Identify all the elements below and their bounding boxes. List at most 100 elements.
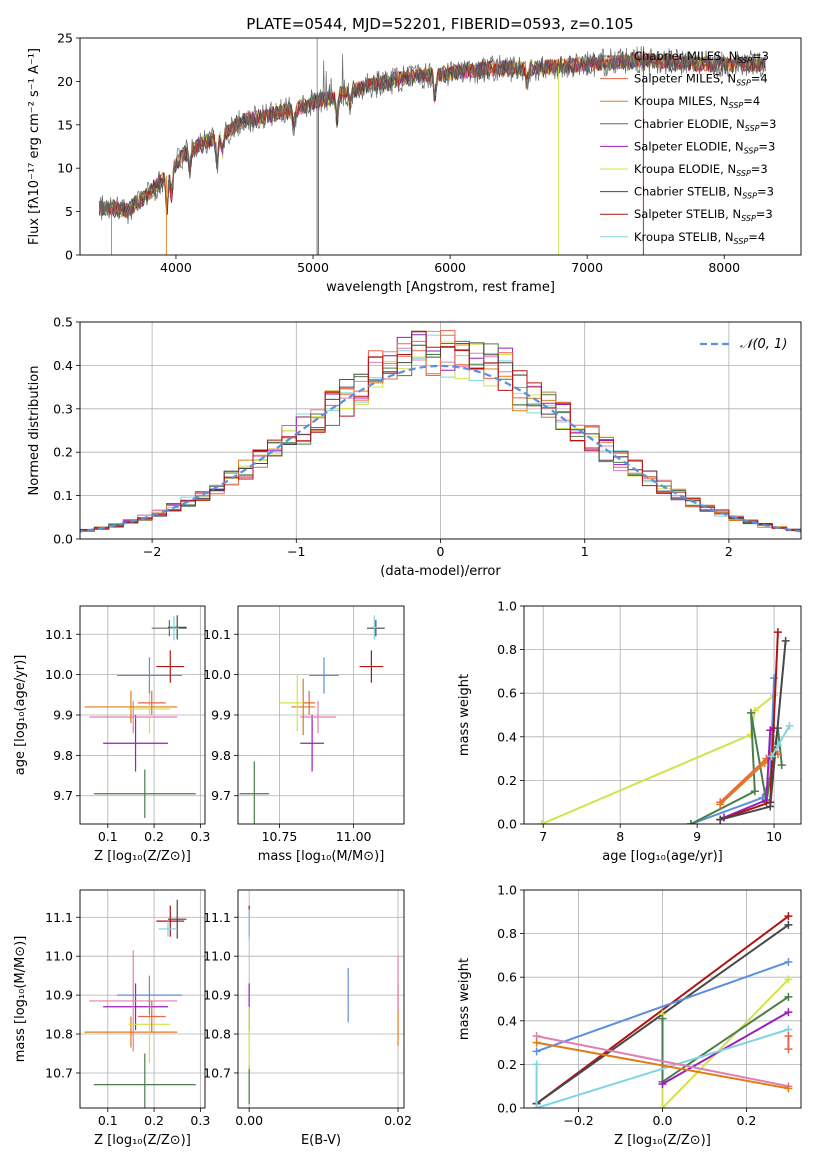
legend-label: Kroupa STELIB, NSSP=4 — [634, 230, 765, 246]
weight-marker — [784, 975, 793, 984]
y-tick-label: 10.0 — [203, 667, 231, 682]
weight-series-c8 — [535, 1028, 789, 1108]
y-tick-label: 0.4 — [497, 1013, 517, 1028]
weight-series-c2 — [536, 1041, 789, 1090]
x-tick-label: 0.3 — [190, 1113, 210, 1128]
weight-marker — [773, 628, 782, 637]
x-tick-label: 10 — [766, 829, 782, 844]
y-tick-label: 0.0 — [497, 1101, 517, 1116]
mass_vs_Z-points — [84, 899, 196, 1108]
y-tick-label: 11.1 — [203, 910, 231, 925]
weight_vs_age-panel: 7 8 9 10 0.0 0.2 0.4 0.6 0.8 1.0 age [log₁₀(age/yr… — [457, 599, 802, 864]
y-tick-label: 0.6 — [497, 970, 517, 985]
x-tick-label: 4000 — [160, 260, 192, 275]
x-tick-label: 0.3 — [190, 829, 210, 844]
weight-marker — [766, 802, 775, 811]
weight-marker — [746, 708, 755, 717]
x-tick-label: 0.0 — [653, 1113, 673, 1128]
y-tick-label: 10 — [57, 161, 73, 176]
y-tick-label: 15 — [57, 117, 73, 132]
y-tick-label: 25 — [57, 31, 73, 46]
weight-marker — [784, 912, 793, 921]
weight-marker — [750, 787, 759, 796]
legend-label: Chabrier ELODIE, NSSP=3 — [634, 117, 776, 133]
y-tick-label: 10.0 — [45, 667, 73, 682]
x-tick-label: 9 — [693, 829, 701, 844]
y-tick-label: 0.4 — [53, 358, 73, 373]
x-axis-label: Z [log₁₀(Z/Z⊙)] — [94, 849, 191, 864]
y-axis-label: age [log₁₀(age/yr)] — [13, 655, 28, 776]
weight-marker — [532, 1060, 541, 1069]
x-tick-label: 5000 — [297, 260, 329, 275]
y-tick-label: 10.7 — [45, 1065, 73, 1080]
legend-label: Kroupa MILES, NSSP=4 — [634, 94, 760, 110]
y-axis-label: mass [log₁₀(M/M⊙)] — [13, 936, 28, 1063]
axes-frame — [79, 605, 206, 825]
weight-marker — [686, 820, 695, 824]
x-tick-label: 6000 — [434, 260, 466, 275]
spectrum-lines — [98, 38, 766, 255]
x-axis-label: wavelength [Angstrom, rest frame] — [326, 280, 555, 295]
x-tick-label: 7000 — [571, 260, 603, 275]
x-tick-label: 8 — [616, 829, 624, 844]
weight-marker — [532, 1047, 541, 1056]
plot-area: 4000 5000 6000 7000 80000510152025wavelength… — [13, 31, 802, 1148]
y-tick-label: 10.7 — [203, 1065, 231, 1080]
weight-series-c7 — [719, 632, 779, 821]
y-tick-label: 0.8 — [497, 642, 517, 657]
weight-series-c5 — [661, 978, 790, 1108]
residuals-legend: 𝒩(0, 1) — [700, 337, 787, 352]
y-tick-label: 9.8 — [211, 748, 231, 763]
weight-marker — [773, 741, 782, 750]
axes-frame — [79, 321, 802, 540]
weight-marker — [532, 1038, 541, 1047]
x-axis-label: age [log₁₀(age/yr)] — [602, 849, 723, 864]
y-tick-label: 9.9 — [53, 708, 73, 723]
axes-frame — [237, 605, 405, 825]
x-tick-label: 7 — [539, 829, 547, 844]
y-tick-label: 10.9 — [203, 988, 231, 1003]
weight-marker — [532, 1104, 541, 1108]
y-tick-label: 0.0 — [497, 817, 517, 832]
weight-series-c3 — [690, 712, 783, 824]
y-tick-label: 9.7 — [211, 788, 231, 803]
weight-marker — [716, 800, 725, 809]
axes-frame — [523, 605, 802, 825]
residuals-panel: −2 −1 0 1 2 0.0 0.1 0.2 0.3 0.4 0.5 (data-model)/er… — [27, 315, 802, 579]
y-tick-label: 11.0 — [203, 949, 231, 964]
age_vs_Z-points — [84, 615, 196, 818]
x-tick-label: 0.2 — [144, 829, 164, 844]
y-tick-label: 10.9 — [45, 988, 73, 1003]
x-tick-label: 11.00 — [336, 829, 372, 844]
weight-marker — [784, 920, 793, 929]
histogram-steps — [80, 330, 801, 534]
weight-marker — [784, 957, 793, 966]
x-tick-label: 0.1 — [98, 1113, 118, 1128]
weight_vs_Z-panel: −0.2 0.0 0.2 0.0 0.2 0.4 0.6 0.8 1.0 Z [log₁₀(Z/Z… — [457, 883, 802, 1148]
figure-title: PLATE=0544, MJD=52201, FIBERID=0593, z=0… — [246, 15, 633, 33]
x-tick-label: 0.00 — [235, 1113, 263, 1128]
legend-label: Salpeter STELIB, NSSP=3 — [634, 207, 773, 223]
y-tick-label: 0.4 — [497, 729, 517, 744]
y-tick-label: 10.8 — [45, 1027, 73, 1042]
weight_vs_age-lines — [537, 628, 794, 824]
weight-series-c5 — [541, 694, 775, 824]
y-tick-label: 0.2 — [497, 1057, 517, 1072]
legend-label: Chabrier STELIB, NSSP=3 — [634, 185, 774, 201]
weight-marker — [658, 1014, 667, 1023]
weight-series-c7 — [536, 915, 789, 1105]
x-tick-label: 10.75 — [262, 829, 298, 844]
weight-marker — [658, 1104, 667, 1108]
y-tick-label: 0.2 — [497, 773, 517, 788]
mass_vs_EBV-points — [248, 905, 399, 1105]
y-tick-label: 9.8 — [53, 748, 73, 763]
weight-marker — [784, 1045, 793, 1054]
axes-frame — [79, 889, 206, 1109]
weight-marker — [716, 815, 725, 824]
axes-frame — [237, 889, 405, 1109]
y-axis-label: Normed distribution — [27, 366, 42, 496]
mass_vs_Z-panel: 0.1 0.2 0.3 10.7 10.8 10.9 11.0 11.1 Z [log₁₀(Z/… — [13, 889, 210, 1148]
age_vs_Z-panel: 0.1 0.2 0.3 9.7 9.8 9.9 10.0 10.1 Z [log₁₀(Z/Z⊙)… — [13, 605, 210, 864]
y-tick-label: 0.5 — [53, 315, 73, 330]
